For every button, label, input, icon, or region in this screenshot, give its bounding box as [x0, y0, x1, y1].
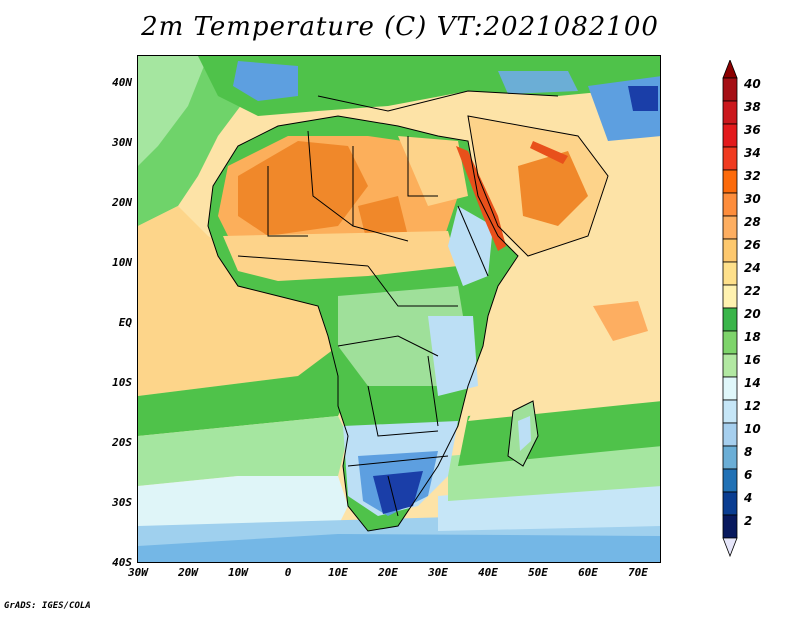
land-ethiopia-cool [448, 206, 493, 286]
land-turkey-blue [498, 71, 578, 94]
colorbar-segment [722, 353, 738, 378]
lat-tick-eq: EQ [118, 316, 132, 329]
country-borders [207, 90, 609, 532]
lat-tick-10s: 10S [112, 376, 132, 389]
colorbar-segment [722, 169, 738, 194]
lat-tick-30n: 30N [112, 136, 132, 149]
colorbar-segment [722, 100, 738, 125]
colorbar-segment [722, 307, 738, 332]
ocean-atlantic-west-tan [138, 206, 348, 396]
colorbar-segment [722, 376, 738, 401]
colorbar-label: 14 [744, 376, 761, 390]
ocean-south-cool [138, 476, 348, 526]
colorbar-label: 26 [744, 238, 761, 252]
land-europe-blue [233, 61, 298, 101]
land-madagascar-cool [518, 416, 531, 451]
colorbar-segment [722, 192, 738, 217]
lon-tick-60e: 60E [578, 566, 598, 579]
colorbar-segment [722, 284, 738, 309]
colorbar-label: 38 [744, 100, 761, 114]
colorbar-label: 8 [744, 445, 753, 459]
map-title: 2m Temperature (C) VT:2021082100 [141, 12, 659, 42]
colorbar-label: 12 [744, 399, 761, 413]
colorbar-label: 32 [744, 169, 761, 183]
ocean-south-colder [138, 534, 660, 562]
colorbar-segment [722, 215, 738, 240]
colorbar-label: 16 [744, 353, 761, 367]
colorbar-label: 20 [744, 307, 761, 321]
colorbar-segment [722, 491, 738, 516]
lon-tick-20w: 20W [178, 566, 198, 579]
colorbar [722, 60, 738, 558]
ocean-indian-warm [468, 236, 660, 421]
colorbar-segment [722, 238, 738, 263]
colorbar-label: 40 [744, 77, 761, 91]
lon-tick-70e: 70E [628, 566, 648, 579]
lon-tick-10e: 10E [328, 566, 348, 579]
lon-tick-50e: 50E [528, 566, 548, 579]
colorbar-segment [722, 146, 738, 171]
colorbar-segment [722, 514, 738, 539]
land-egypt-tan [398, 136, 468, 206]
colorbar-segment [722, 399, 738, 424]
lon-tick-20e: 20E [378, 566, 398, 579]
colorbar-label: 18 [744, 330, 761, 344]
colorbar-segment [722, 261, 738, 286]
colorbar-segment [722, 422, 738, 447]
colorbar-label: 24 [744, 261, 761, 275]
colorbar-label: 36 [744, 123, 761, 137]
land-sahel-tan [223, 231, 458, 281]
colorbar-label: 28 [744, 215, 761, 229]
colorbar-segment [722, 77, 738, 102]
ocean-south-lightgreen [138, 416, 348, 486]
persian-gulf [530, 141, 568, 164]
colorbar-segment [722, 468, 738, 493]
lat-tick-20s: 20S [112, 436, 132, 449]
lat-tick-10n: 10N [112, 256, 132, 269]
colorbar-segment [722, 330, 738, 355]
land-southern-deep [373, 471, 423, 514]
lon-tick-30e: 30E [428, 566, 448, 579]
colorbar-bottom-arrow [722, 537, 738, 558]
colorbar-label: 34 [744, 146, 761, 160]
lon-tick-40e: 40E [478, 566, 498, 579]
lon-tick-0: 0 [284, 566, 292, 579]
colorbar-label: 2 [744, 514, 753, 528]
land-sahara-hot [238, 141, 368, 236]
ocean-equator-green [138, 346, 348, 436]
lat-tick-40s: 40S [112, 556, 132, 569]
colorbar-label: 30 [744, 192, 761, 206]
colorbar-segment [722, 445, 738, 470]
ocean-atlantic-north-lightgreen [138, 56, 208, 166]
lat-tick-20n: 20N [112, 196, 132, 209]
lon-tick-30w: 30W [128, 566, 148, 579]
red-sea [456, 146, 506, 251]
grads-credit: GrADS: IGES/COLA [4, 601, 91, 611]
colorbar-label: 6 [744, 468, 753, 482]
colorbar-segment [722, 123, 738, 148]
temperature-map [137, 55, 661, 563]
lat-tick-40n: 40N [112, 76, 132, 89]
colorbar-label: 22 [744, 284, 761, 298]
lon-tick-10w: 10W [228, 566, 248, 579]
land-himalaya-deep [628, 86, 658, 111]
colorbar-top-arrow [722, 60, 738, 79]
colorbar-label: 4 [744, 491, 753, 505]
land-eastafrica-cool [428, 316, 478, 396]
ocean-indian-orange-patch [593, 301, 648, 341]
colorbar-label: 10 [744, 422, 761, 436]
lat-tick-30s: 30S [112, 496, 132, 509]
land-arabia-hot [518, 151, 588, 226]
